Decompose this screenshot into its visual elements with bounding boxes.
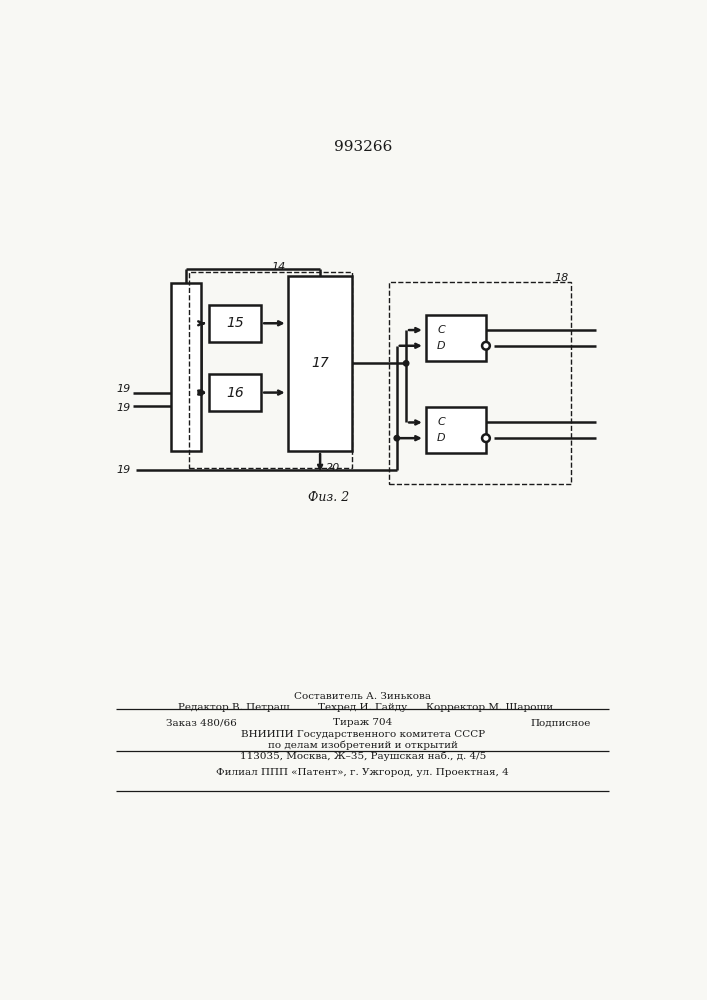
Text: Заказ 480/66: Заказ 480/66 <box>166 718 237 727</box>
Text: 16: 16 <box>226 386 244 400</box>
Text: 17: 17 <box>311 356 329 370</box>
Circle shape <box>394 435 399 441</box>
Circle shape <box>404 361 409 366</box>
Text: 19: 19 <box>117 465 131 475</box>
Text: 113035, Москва, Ж–35, Раушская наб., д. 4/5: 113035, Москва, Ж–35, Раушская наб., д. … <box>240 751 486 761</box>
Bar <box>209 305 261 342</box>
Text: Составитель А. Зинькова: Составитель А. Зинькова <box>294 692 431 701</box>
Text: Подписное: Подписное <box>530 718 590 727</box>
Text: D: D <box>437 433 445 443</box>
Text: 19: 19 <box>117 403 131 413</box>
Circle shape <box>198 390 204 395</box>
Text: ВНИИПИ Государственного комитета СССР: ВНИИПИ Государственного комитета СССР <box>240 730 485 739</box>
Text: Техред И. Гайду: Техред И. Гайду <box>318 703 407 712</box>
Text: Филиал ППП «Патент», г. Ужгород, ул. Проектная, 4: Филиал ППП «Патент», г. Ужгород, ул. Про… <box>216 768 509 777</box>
Circle shape <box>482 342 490 350</box>
Bar <box>426 407 486 453</box>
Bar <box>288 276 352 451</box>
Text: Фuз. 2: Фuз. 2 <box>308 491 349 504</box>
Text: 14: 14 <box>271 262 286 272</box>
Text: по делам изобретений и открытий: по делам изобретений и открытий <box>268 740 457 750</box>
Text: 19: 19 <box>117 384 131 394</box>
Text: 993266: 993266 <box>334 140 392 154</box>
Text: 20: 20 <box>327 463 341 473</box>
Text: Тираж 704: Тираж 704 <box>333 718 392 727</box>
Bar <box>426 315 486 361</box>
Text: D: D <box>437 341 445 351</box>
Bar <box>389 282 571 484</box>
Text: Редактор В. Петраш: Редактор В. Петраш <box>177 703 289 712</box>
Bar <box>209 374 261 411</box>
Text: C: C <box>437 417 445 427</box>
Text: Корректор М. Шароши: Корректор М. Шароши <box>426 703 554 712</box>
Text: 18: 18 <box>555 273 569 283</box>
Bar <box>171 283 201 451</box>
Text: 15: 15 <box>226 316 244 330</box>
Text: C: C <box>437 325 445 335</box>
Circle shape <box>482 434 490 442</box>
Bar <box>189 272 352 468</box>
